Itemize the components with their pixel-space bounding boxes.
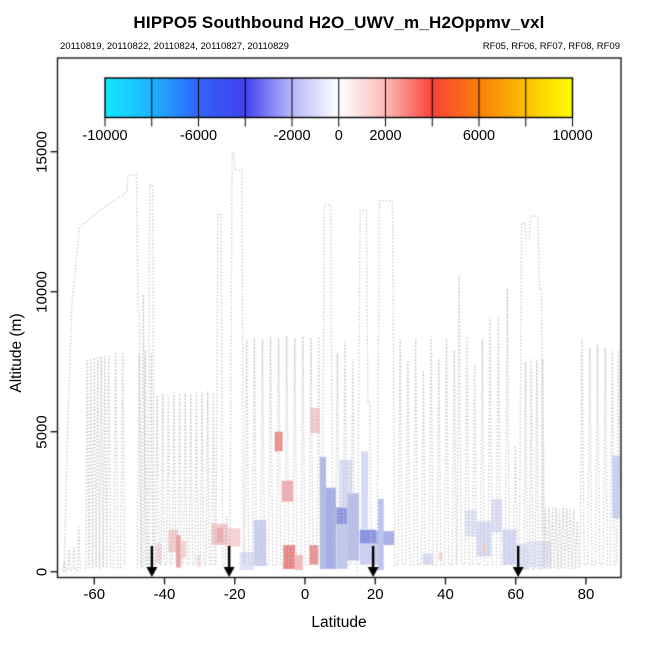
x-tick-label: 20 — [366, 586, 384, 603]
y-tick-label: 15000 — [33, 130, 51, 173]
y-axis-label: Altitude (m) — [8, 313, 25, 393]
x-axis-label: Latitude — [311, 614, 367, 631]
x-tick-label: 80 — [577, 586, 595, 603]
colorbar-tick-label: -2000 — [273, 128, 311, 144]
x-tick-label: -20 — [223, 586, 246, 603]
colorbar-tick-label: -6000 — [179, 128, 218, 144]
x-tick-label: -60 — [83, 586, 106, 603]
colorbar-tick-label: 10000 — [552, 128, 593, 144]
flight-numbers-subtitle: RF05, RF06, RF07, RF08, RF09 — [482, 41, 620, 52]
colorbar-tick-label: 6000 — [462, 128, 496, 144]
colorbar-tick-label: -10000 — [82, 128, 128, 144]
y-tick-label: 0 — [33, 567, 51, 576]
flight-dates-subtitle: 20110819, 20110822, 20110824, 20110827, … — [60, 41, 289, 52]
x-tick-label: 60 — [507, 586, 525, 603]
x-tick-label: 0 — [300, 586, 310, 603]
y-tick-label: 10000 — [33, 270, 51, 313]
x-tick-label: 40 — [437, 586, 454, 603]
colorbar-tick-label: 2000 — [369, 128, 402, 144]
colorbar-tick-label: 0 — [334, 128, 343, 144]
y-tick-label: 5000 — [33, 415, 51, 449]
chart-title: HIPPO5 Southbound H2O_UWV_m_H2Oppmv_vxl — [133, 13, 545, 32]
x-tick-label: -40 — [153, 586, 176, 603]
